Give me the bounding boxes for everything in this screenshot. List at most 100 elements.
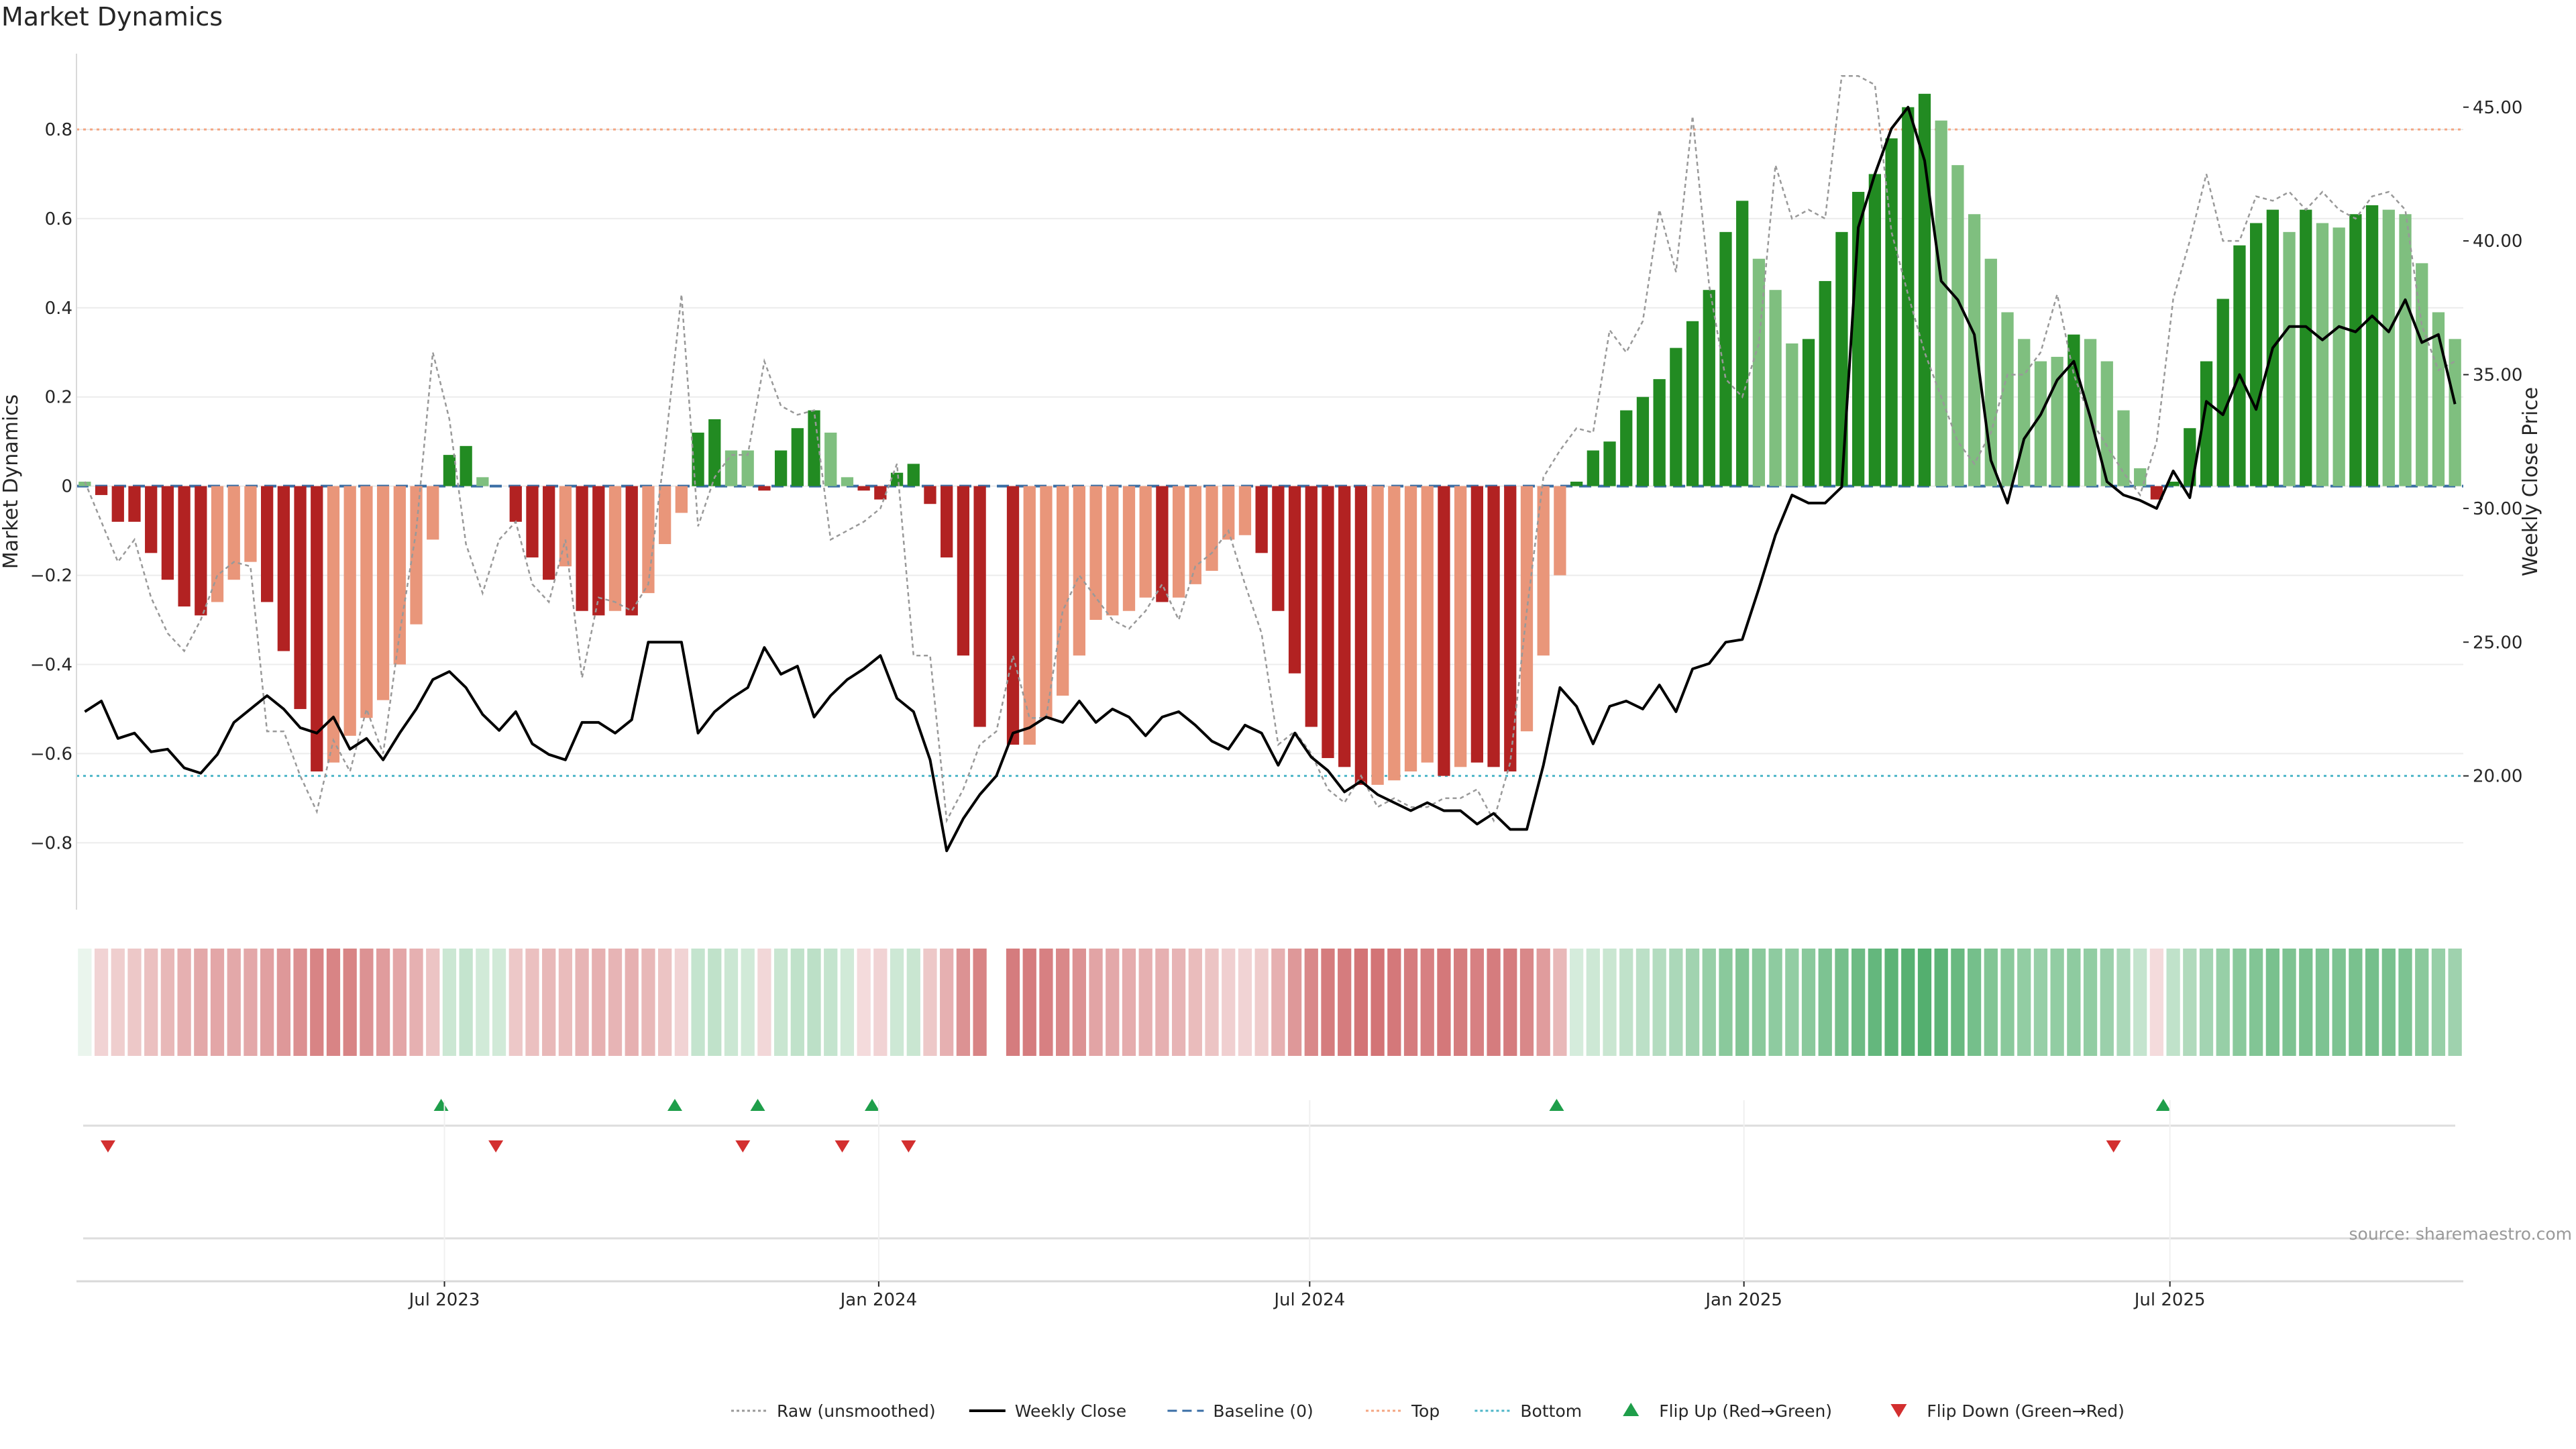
x-tick-label: Jul 2024 xyxy=(1273,1290,1345,1310)
dynamics-bar xyxy=(1786,343,1799,486)
dynamics-bar xyxy=(1587,450,1599,486)
dynamics-bar xyxy=(1288,486,1301,674)
heat-cell xyxy=(824,949,838,1056)
heat-cell xyxy=(2100,949,2114,1056)
dynamics-bar xyxy=(1935,120,1947,486)
dynamics-bar xyxy=(376,486,390,700)
dynamics-bar xyxy=(1703,290,1715,486)
legend-item: Baseline (0) xyxy=(1167,1401,1313,1421)
dynamics-bar xyxy=(509,486,522,522)
dynamics-bar xyxy=(758,486,771,491)
heat-cell xyxy=(2133,949,2147,1056)
heat-cell xyxy=(1022,949,1036,1056)
heat-cell xyxy=(658,949,672,1056)
flip-down-marker xyxy=(2106,1140,2121,1152)
dynamics-bar xyxy=(1504,486,1517,771)
heat-cell xyxy=(326,949,341,1056)
heat-cell xyxy=(227,949,241,1056)
legend-item: Flip Up (Red→Green) xyxy=(1623,1401,1832,1421)
dynamics-bar xyxy=(1205,486,1218,571)
dynamics-bar xyxy=(659,486,672,545)
dynamics-bar xyxy=(1272,486,1285,611)
heat-cell xyxy=(1835,949,1849,1056)
flip-down-marker xyxy=(100,1140,115,1152)
dynamics-bar xyxy=(2018,339,2031,486)
dynamics-bar xyxy=(724,450,738,486)
dynamics-bar xyxy=(2200,361,2213,486)
dynamics-bar xyxy=(1040,486,1053,718)
dynamics-bar xyxy=(1868,174,1881,486)
dynamics-bar xyxy=(2001,312,2014,486)
heat-cell xyxy=(2233,949,2247,1056)
dynamics-bar xyxy=(675,486,688,513)
right-tick-label: 40.00 xyxy=(2473,231,2522,252)
dynamics-bar xyxy=(2449,339,2461,486)
heat-cell xyxy=(2116,949,2131,1056)
heat-cell xyxy=(1420,949,1434,1056)
dynamics-bar xyxy=(1686,321,1699,486)
dynamics-bar xyxy=(2233,245,2246,486)
heat-cell xyxy=(1934,949,1948,1056)
heat-cell xyxy=(840,949,855,1056)
dynamics-bar xyxy=(1968,214,1981,486)
dynamics-bar xyxy=(2117,410,2130,486)
dynamics-bar xyxy=(294,486,307,709)
left-tick-label: −0.6 xyxy=(30,744,72,764)
legend-label: Weekly Close xyxy=(1015,1401,1126,1421)
heat-cell xyxy=(2183,949,2197,1056)
left-tick-label: 0.2 xyxy=(45,388,72,408)
x-axis: Jul 2023 Jan 2024 Jul 2024 Jan 2025 Jul 2025 xyxy=(76,1100,2463,1310)
heat-cell xyxy=(1106,949,1120,1056)
left-tick-label: 0 xyxy=(61,477,72,497)
dynamics-bar xyxy=(1238,486,1252,535)
heat-cell xyxy=(1338,949,1352,1056)
heat-cell xyxy=(1437,949,1451,1056)
dynamics-bar xyxy=(311,486,323,771)
heat-cell xyxy=(1470,949,1484,1056)
heat-cell xyxy=(2365,949,2379,1056)
dynamics-bar xyxy=(1819,280,1831,486)
heat-cell xyxy=(1951,949,1965,1056)
heat-cell xyxy=(2448,949,2462,1056)
heat-cell xyxy=(608,949,623,1056)
dynamics-bar xyxy=(1835,231,1848,486)
dynamics-bar xyxy=(145,486,158,553)
heat-cell xyxy=(1138,949,1152,1056)
heat-cell xyxy=(2149,949,2164,1056)
heat-cell xyxy=(1719,949,1733,1056)
legend-label: Flip Down (Green→Red) xyxy=(1927,1401,2125,1421)
heat-cell xyxy=(2000,949,2015,1056)
legend-item: Weekly Close xyxy=(969,1401,1126,1421)
heat-cell xyxy=(1321,949,1335,1056)
dynamics-bar xyxy=(692,432,704,486)
dynamics-bar xyxy=(1106,486,1119,616)
heat-cell xyxy=(525,949,539,1056)
heat-cell xyxy=(1155,949,1169,1056)
heat-cell xyxy=(2265,949,2279,1056)
heat-cell xyxy=(210,949,225,1056)
dynamics-bar xyxy=(2316,223,2329,486)
heat-cell xyxy=(476,949,490,1056)
heat-cell xyxy=(1752,949,1766,1056)
flip-markers xyxy=(83,1099,2455,1240)
heat-cell xyxy=(1387,949,1401,1056)
heat-cell xyxy=(1984,949,1998,1056)
heat-cell xyxy=(1454,949,1468,1056)
dynamics-bar xyxy=(890,472,904,486)
dynamics-bar xyxy=(1620,410,1633,486)
heat-cell xyxy=(426,949,440,1056)
dynamics-bar xyxy=(741,450,754,486)
dynamics-bar xyxy=(2250,223,2263,486)
heat-cell xyxy=(1238,949,1252,1056)
flip-down-marker xyxy=(488,1140,504,1152)
dynamics-bar xyxy=(559,486,572,567)
legend-label: Flip Up (Red→Green) xyxy=(1659,1401,1832,1421)
dynamics-bar xyxy=(526,486,539,557)
heat-cell xyxy=(1205,949,1219,1056)
heat-cell xyxy=(1519,949,1534,1056)
dynamics-bar xyxy=(2399,214,2412,486)
heat-cell xyxy=(1503,949,1517,1056)
source-note: source: sharemaestro.com xyxy=(2349,1224,2573,1244)
heat-cell xyxy=(790,949,804,1056)
